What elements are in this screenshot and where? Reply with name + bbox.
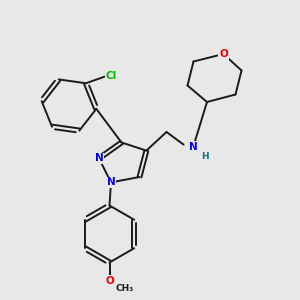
Text: CH₃: CH₃ (116, 284, 134, 293)
Text: H: H (201, 152, 208, 161)
Text: Cl: Cl (106, 71, 117, 81)
Text: O: O (219, 49, 228, 59)
Text: O: O (105, 276, 114, 286)
Text: N: N (94, 153, 103, 164)
Text: N: N (106, 177, 116, 188)
Text: N: N (189, 142, 198, 152)
